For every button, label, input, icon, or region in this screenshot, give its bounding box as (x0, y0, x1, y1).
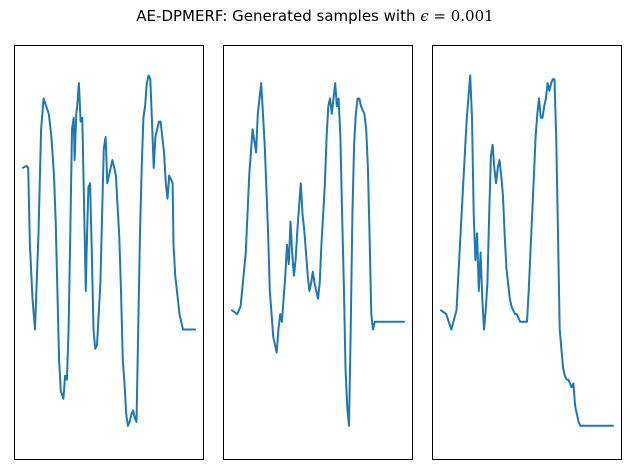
figure-title-suffix: = 0.001 (429, 7, 494, 25)
subplot-3-series-line (440, 74, 614, 427)
subplot-3-frame (432, 45, 622, 460)
subplot-1-frame (14, 45, 204, 460)
figure-title-symbol: ϵ (420, 7, 429, 25)
figure-title: AE-DPMERF: Generated samples with ϵ = 0.… (136, 7, 493, 25)
subplot-1-series-line (22, 74, 196, 427)
subplot-1 (14, 45, 204, 460)
subplot-2-frame (223, 45, 413, 460)
subplot-3 (432, 45, 622, 460)
figure-title-prefix: AE-DPMERF: Generated samples with (136, 7, 420, 25)
subplot-2-series-line (231, 82, 405, 427)
subplot-2 (223, 45, 413, 460)
